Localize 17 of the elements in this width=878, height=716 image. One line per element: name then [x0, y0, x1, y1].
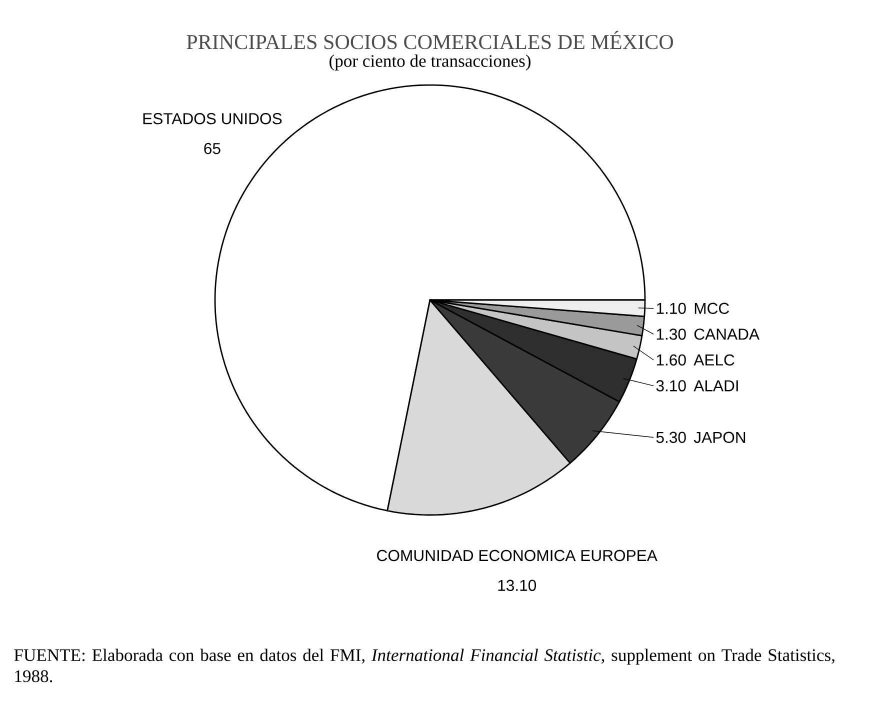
- slice-label: ALADI: [694, 380, 738, 392]
- chart-title: PRINCIPALES SOCIOS COMERCIALES DE MÉXICO: [186, 30, 674, 50]
- data-label: 65: [204, 142, 220, 154]
- slice-label: JAPON: [694, 432, 746, 443]
- slice-label: ESTADOS UNIDOS: [143, 113, 282, 124]
- data-label: 1.60: [656, 354, 686, 366]
- chart-subtitle: (por ciento de transacciones): [330, 54, 530, 70]
- data-label: 1.30: [656, 328, 686, 340]
- slice-label: AELC: [694, 354, 734, 366]
- data-label: 13.10: [498, 580, 536, 592]
- slice-label: COMUNIDAD ECONOMICA EUROPEA: [377, 550, 658, 562]
- data-label: 1.10: [656, 302, 686, 314]
- slice-label: MCC: [694, 302, 730, 314]
- slice-label: CANADA: [694, 328, 760, 340]
- data-label: 5.30: [656, 432, 686, 443]
- text: FUENTE: Elaborada con base en datos del FMI, International Financial Statistic, supplement on Trade Statistics, 1988.: [14, 648, 834, 682]
- data-label: 3.10: [656, 380, 686, 392]
